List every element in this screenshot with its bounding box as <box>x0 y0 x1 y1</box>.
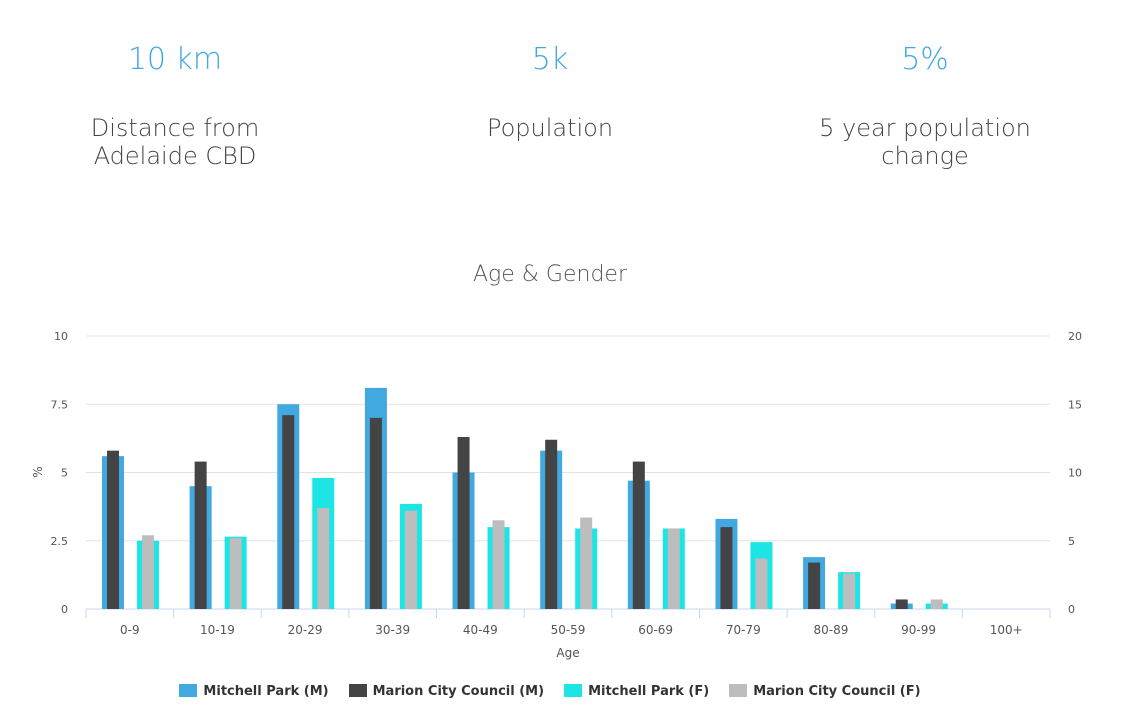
x-tick-label: 100+ <box>990 623 1023 637</box>
bar-marion-city-council-f-50-59 <box>580 517 593 609</box>
x-tick-label: 90-99 <box>901 623 936 637</box>
bar-marion-city-council-f-30-39 <box>404 510 417 609</box>
x-tick-label: 30-39 <box>375 623 410 637</box>
bar-marion-city-council-m-60-69 <box>632 461 645 609</box>
x-axis-label: Age <box>556 646 579 660</box>
bar-marion-city-council-m-40-49 <box>457 437 470 609</box>
stat-distance-label: Distance from Adelaide CBD <box>90 114 260 170</box>
legend-swatch <box>564 684 583 697</box>
chart-title: Age & Gender <box>473 262 627 287</box>
bar-marion-city-council-m-0-9 <box>107 450 119 609</box>
bar-marion-city-council-f-10-19 <box>229 538 242 609</box>
x-tick-label: 0-9 <box>120 623 140 637</box>
y2-tick-label: 5 <box>1068 535 1075 548</box>
y-tick-label: 0 <box>61 603 68 616</box>
legend-swatch <box>179 684 198 697</box>
legend-swatch <box>348 684 367 697</box>
legend-item[interactable]: Marion City Council (M) <box>348 684 545 699</box>
stat-population: 5k Population <box>400 40 700 142</box>
legend-label: Mitchell Park (F) <box>588 684 710 699</box>
stat-population-change-label: 5 year population change <box>819 114 1031 170</box>
legend-label: Marion City Council (M) <box>372 684 545 699</box>
y-tick-label: 7.5 <box>51 398 69 411</box>
bar-marion-city-council-f-90-99 <box>930 599 943 609</box>
x-tick-label: 80-89 <box>813 623 848 637</box>
bar-marion-city-council-f-70-79 <box>755 558 768 609</box>
y-tick-label: 10 <box>54 330 68 343</box>
y2-tick-label: 10 <box>1068 467 1082 480</box>
chart-legend: Mitchell Park (M) Marion City Council (M)… <box>0 684 1100 699</box>
y-tick-label: 5 <box>61 467 68 480</box>
y-axis-label: % <box>31 466 45 477</box>
bar-marion-city-council-f-20-29 <box>317 507 330 609</box>
legend-label: Marion City Council (F) <box>753 684 921 699</box>
stat-distance-value: 10 km <box>127 42 223 77</box>
bar-marion-city-council-m-70-79 <box>720 527 733 609</box>
bar-marion-city-council-m-50-59 <box>545 439 558 609</box>
x-tick-label: 20-29 <box>288 623 323 637</box>
bar-marion-city-council-m-10-19 <box>194 461 207 609</box>
x-tick-label: 40-49 <box>463 623 498 637</box>
y2-tick-label: 15 <box>1068 398 1082 411</box>
bar-marion-city-council-f-60-69 <box>667 528 680 609</box>
legend-item[interactable]: Mitchell Park (M) <box>179 684 329 699</box>
stat-population-label: Population <box>486 114 614 142</box>
stat-population-change-value: 5% <box>901 42 949 77</box>
stat-population-value: 5k <box>531 42 569 77</box>
y-tick-label: 2.5 <box>51 535 69 548</box>
bar-marion-city-council-m-30-39 <box>369 417 382 609</box>
y2-tick-label: 0 <box>1068 603 1075 616</box>
y2-tick-label: 20 <box>1068 330 1082 343</box>
x-tick-label: 60-69 <box>638 623 673 637</box>
legend-item[interactable]: Mitchell Park (F) <box>564 684 709 699</box>
bar-marion-city-council-m-20-29 <box>282 415 295 609</box>
stat-distance: 10 km Distance from Adelaide CBD <box>25 40 325 170</box>
x-tick-label: 10-19 <box>200 623 235 637</box>
bar-marion-city-council-m-80-89 <box>808 562 821 609</box>
bar-marion-city-council-m-90-99 <box>895 599 908 609</box>
x-tick-label: 70-79 <box>726 623 761 637</box>
bar-marion-city-council-f-0-9 <box>142 535 154 609</box>
stat-population-change: 5% 5 year population change <box>775 40 1075 170</box>
legend-swatch <box>729 684 748 697</box>
bar-marion-city-council-f-40-49 <box>492 520 505 609</box>
legend-item[interactable]: Marion City Council (F) <box>729 684 921 699</box>
bar-marion-city-council-f-80-89 <box>843 573 856 609</box>
legend-label: Mitchell Park (M) <box>203 684 329 699</box>
x-tick-label: 50-59 <box>551 623 586 637</box>
